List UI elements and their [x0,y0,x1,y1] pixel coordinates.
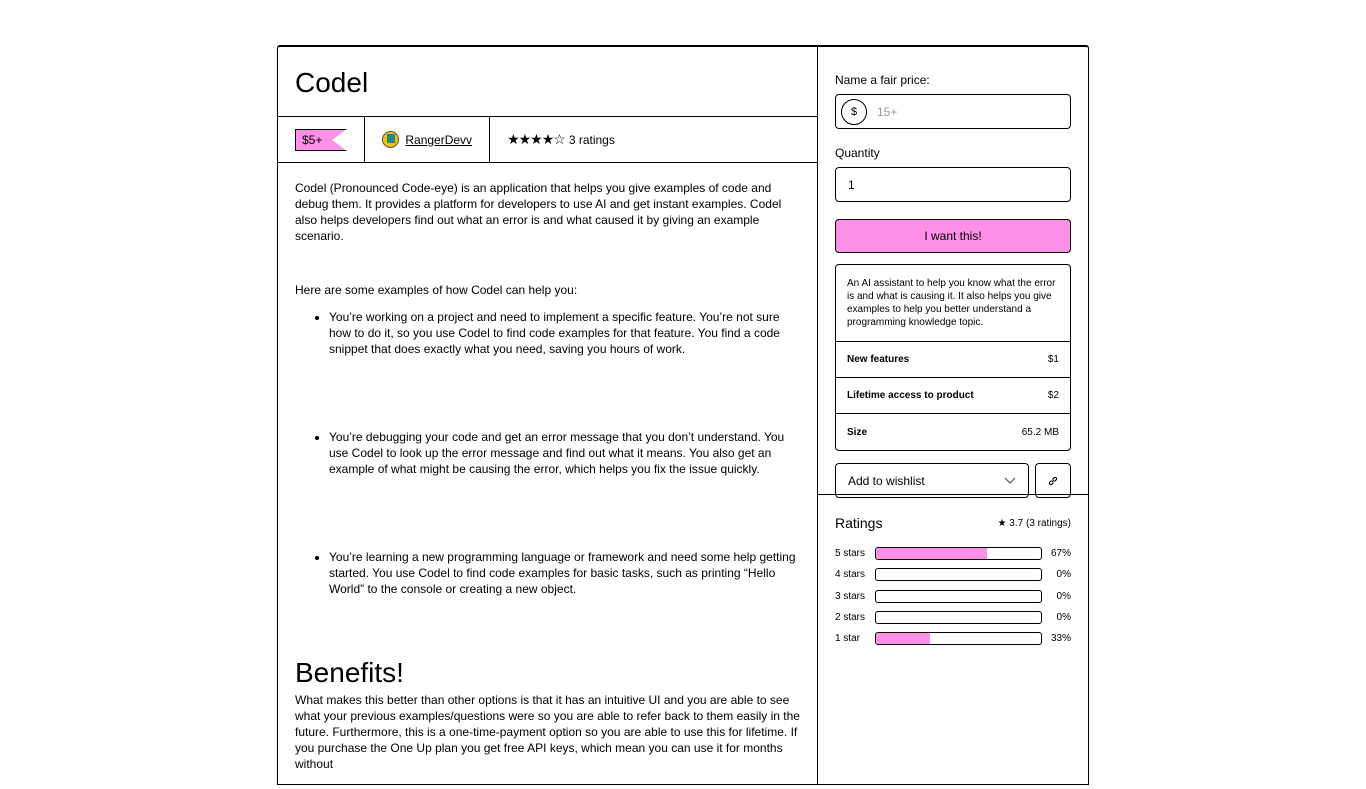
purchase-section: Name a fair price: $15+ Quantity 1 I wan… [818,47,1088,498]
product-card: Codel $5+ RangerDevv ★★★★☆ 3 ratings Code… [277,45,1089,785]
product-summary: An AI assistant to help you know what th… [836,265,1070,342]
rating-row: 5 stars 67% [835,543,1071,564]
author-cell: RangerDevv [365,117,491,162]
benefits-heading: Benefits! [295,657,404,688]
rating-bar-fill [876,548,987,560]
list-item: You’re working on a project and need to … [329,309,800,357]
rating-percent: 0% [1056,569,1071,581]
rating-row: 1 star 33% [835,628,1071,649]
rating-row: 3 stars 0% [835,586,1071,607]
buy-button[interactable]: I want this! [835,219,1071,253]
quantity-label: Quantity [835,146,880,160]
ratings-title: Ratings [835,515,883,531]
product-main: Codel $5+ RangerDevv ★★★★☆ 3 ratings Code… [278,47,818,784]
rating-percent: 0% [1056,612,1071,624]
ratings-count: 3 ratings [568,132,615,147]
list-item: You’re learning a new programming langua… [329,549,800,597]
rating-label: 5 stars [835,548,866,560]
detail-label: Lifetime access to product [847,390,974,401]
rating-percent: 67% [1050,548,1071,560]
star-icon: ★ [997,517,1007,529]
benefits-text: What makes this better than other option… [295,693,800,771]
add-to-wishlist-select[interactable]: Add to wishlist [835,463,1029,498]
rating-row: 4 stars 0% [835,564,1071,585]
price-placeholder: 15+ [877,104,898,119]
examples-list: You’re working on a project and need to … [295,309,800,597]
rating-bar [875,611,1042,625]
rating-label: 4 stars [835,569,866,581]
avatar [382,131,400,148]
detail-row: Size 65.2 MB [836,414,1070,450]
rating-bar [875,589,1042,603]
wishlist-label: Add to wishlist [848,473,925,488]
ratings-summary: 3.7 (3 ratings) [1009,517,1071,529]
detail-value: $1 [1047,354,1059,365]
price-badge: $5+ [295,128,348,151]
product-info: An AI assistant to help you know what th… [835,264,1071,451]
author-link[interactable]: RangerDevv [405,132,473,147]
wishlist-row: Add to wishlist [835,463,1071,498]
rating-label: 1 star [835,633,861,645]
rating-label: 3 stars [835,590,866,602]
link-icon [1048,476,1058,485]
rating-percent: 0% [1056,590,1071,602]
product-title: Codel [278,47,817,117]
rating-bar [875,568,1042,582]
rating-row: 2 stars 0% [835,607,1071,628]
list-item: You’re debugging your code and get an er… [329,429,800,477]
price-cell: $5+ [278,117,366,162]
detail-label: New features [847,354,910,365]
detail-value: $2 [1047,390,1059,401]
product-description: Codel (Pronounced Code-eye) is an applic… [278,163,817,789]
star-rating-icon: ★★★★☆ [507,131,566,147]
rating-label: 2 stars [835,612,866,624]
chevron-down-icon [1004,477,1016,484]
currency-icon: $ [841,98,867,125]
price-input[interactable]: $15+ [835,94,1071,129]
rating-bar-fill [876,633,931,645]
copy-link-button[interactable] [1035,463,1071,498]
detail-label: Size [847,426,868,438]
detail-row: New features $1 [836,342,1070,378]
description-intro: Codel (Pronounced Code-eye) is an applic… [295,181,782,243]
purchase-panel: Name a fair price: $15+ Quantity 1 I wan… [818,47,1088,784]
detail-value: 65.2 MB [1021,426,1059,438]
price-label: Name a fair price: [835,73,930,87]
examples-intro: Here are some examples of how Codel can … [295,283,578,297]
ratings-section: Ratings ★ 3.7 (3 ratings) 5 stars 67% 4 sta… [818,495,1088,669]
rating-percent: 33% [1050,633,1071,645]
detail-row: Lifetime access to product $2 [836,378,1070,414]
rating-bar [875,632,1042,646]
quantity-input[interactable]: 1 [835,167,1071,202]
rating-bar [875,547,1042,561]
product-meta: $5+ RangerDevv ★★★★☆ 3 ratings [278,117,817,163]
rating-cell[interactable]: ★★★★☆ 3 ratings [490,117,632,162]
